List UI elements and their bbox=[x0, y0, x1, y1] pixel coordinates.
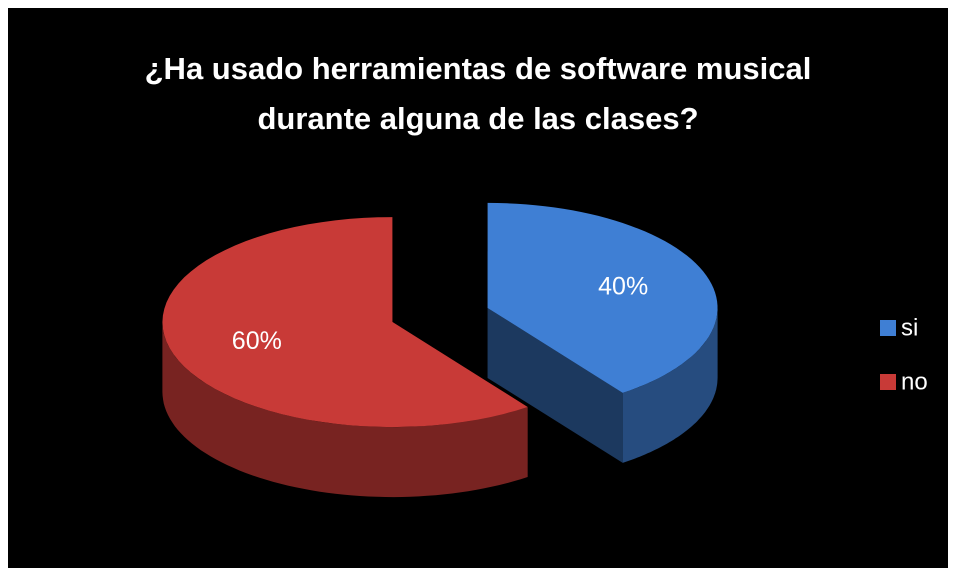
slice bbox=[162, 217, 528, 428]
chart: 40% si 60% no bbox=[162, 202, 928, 498]
legend-swatch bbox=[880, 374, 896, 390]
slice bbox=[487, 202, 718, 393]
data-label: 60% bbox=[232, 327, 282, 355]
legend-label: no bbox=[901, 368, 928, 395]
data-label: 40% bbox=[598, 272, 648, 300]
chart-title: ¿Ha usado herramientas de software music… bbox=[144, 51, 812, 136]
slice-side bbox=[162, 322, 528, 498]
chart-area: 40% si 60% no ¿Ha usado herramientas de sof… bbox=[8, 8, 948, 568]
legend-swatch bbox=[880, 320, 896, 336]
slice-side bbox=[622, 307, 718, 463]
legend-label: si bbox=[901, 314, 918, 341]
slice-cut-face bbox=[487, 307, 623, 463]
